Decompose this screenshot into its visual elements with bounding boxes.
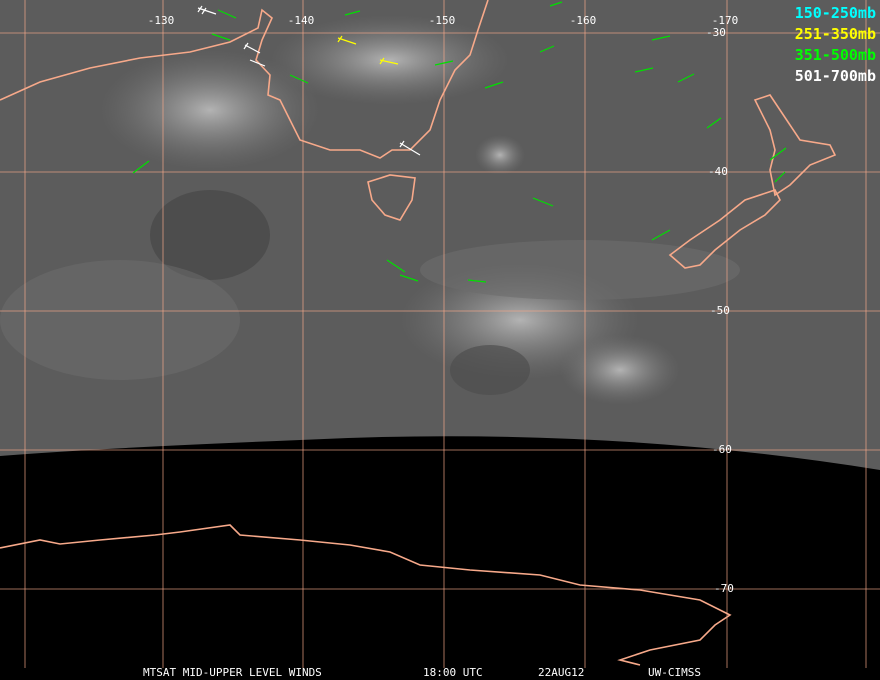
legend-entry: 150-250mb [795,4,876,22]
latitude-label: -40 [708,165,728,178]
legend-entry: 251-350mb [795,25,876,43]
coastlines [0,0,837,666]
legend: 150-250mb 251-350mb 351-500mb 501-700mb [795,4,876,85]
latitude-label: -70 [714,582,734,595]
footer-title: MTSAT MID-UPPER LEVEL WINDS [143,666,322,679]
latitude-label: -50 [710,304,730,317]
wind-barbs [132,1,787,283]
longitude-label: -150 [429,14,456,27]
latitude-label: -30 [706,26,726,39]
legend-entry: 351-500mb [795,46,876,64]
footer-time: 18:00 UTC [423,666,483,679]
latitude-label: -60 [712,443,732,456]
legend-entry: 501-700mb [795,67,876,85]
longitude-label: -130 [148,14,175,27]
footer-source: UW-CIMSS [648,666,701,679]
footer: MTSAT MID-UPPER LEVEL WINDS 18:00 UTC 22… [143,666,701,679]
longitude-label: -140 [288,14,315,27]
cloud-features [0,15,740,405]
footer-date: 22AUG12 [538,666,584,679]
longitude-label: -160 [570,14,597,27]
longitude-label: -170 [712,14,739,27]
